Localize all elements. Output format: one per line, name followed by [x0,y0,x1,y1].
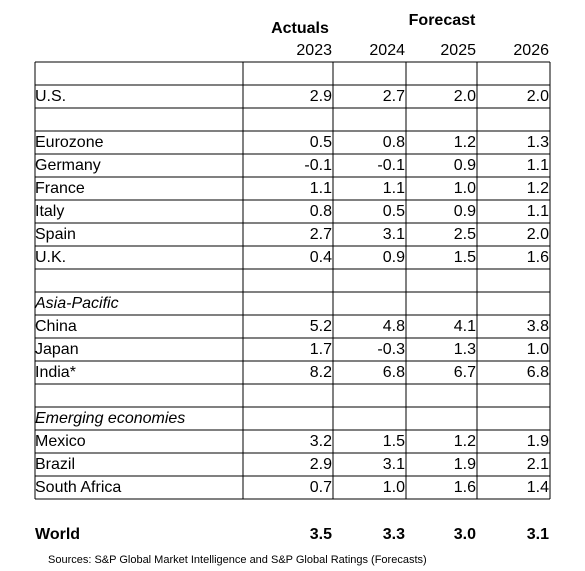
cell-value: 1.3 [454,341,476,358]
cell-value: 1.0 [527,341,549,358]
cell-value: 2.1 [527,456,549,473]
cell-value: 0.9 [454,203,476,220]
cell-value: 0.5 [310,134,332,151]
cell-value: 4.8 [383,318,405,335]
cell-value: 2.0 [527,226,549,243]
cell-value: 3.2 [310,433,332,450]
actuals-header: Actuals [271,20,329,37]
cell-value: 2.7 [310,226,332,243]
year-header: 2023 [296,42,332,59]
row-label: Brazil [35,456,75,473]
total-value: 3.3 [383,526,405,543]
row-label: South Africa [35,479,121,496]
cell-value: 1.2 [527,180,549,197]
row-label: Mexico [35,433,86,450]
row-label: U.K. [35,249,66,266]
cell-value: 4.1 [454,318,476,335]
cell-value: 6.8 [383,364,405,381]
row-label: India* [35,364,76,381]
cell-value: 8.2 [310,364,332,381]
cell-value: 1.5 [454,249,476,266]
cell-value: 1.0 [454,180,476,197]
row-label: Germany [35,157,101,174]
total-label: World [35,526,80,543]
total-value: 3.1 [527,526,549,543]
cell-value: 1.9 [527,433,549,450]
cell-value: 1.5 [383,433,405,450]
cell-value: 0.5 [383,203,405,220]
row-label: Eurozone [35,134,104,151]
cell-value: 1.1 [310,180,332,197]
cell-value: 2.9 [310,456,332,473]
cell-value: -0.1 [304,157,332,174]
cell-value: 1.1 [383,180,405,197]
cell-value: 3.8 [527,318,549,335]
cell-value: 5.2 [310,318,332,335]
row-label: Japan [35,341,79,358]
cell-value: 1.6 [527,249,549,266]
cell-value: 1.9 [454,456,476,473]
row-label: France [35,180,85,197]
cell-value: 1.0 [383,479,405,496]
cell-value: 0.4 [310,249,332,266]
cell-value: 1.1 [527,157,549,174]
total-value: 3.0 [454,526,476,543]
row-label: China [35,318,77,335]
cell-value: 3.1 [383,456,405,473]
cell-value: 2.0 [454,88,476,105]
forecast-header: Forecast [409,12,476,29]
cell-value: 2.0 [527,88,549,105]
section-heading: Asia-Pacific [34,295,119,312]
year-header: 2025 [440,42,476,59]
section-heading: Emerging economies [35,410,185,427]
cell-value: 1.1 [527,203,549,220]
cell-value: 2.5 [454,226,476,243]
cell-value: 3.1 [383,226,405,243]
cell-value: 1.7 [310,341,332,358]
row-label: Spain [35,226,76,243]
cell-value: 2.7 [383,88,405,105]
cell-value: 1.3 [527,134,549,151]
cell-value: 6.7 [454,364,476,381]
source-note: Sources: S&P Global Market Intelligence … [48,554,427,566]
cell-value: -0.3 [377,341,405,358]
year-header: 2024 [369,42,405,59]
cell-value: -0.1 [377,157,405,174]
cell-value: 1.2 [454,134,476,151]
cell-value: 1.2 [454,433,476,450]
cell-value: 6.8 [527,364,549,381]
cell-value: 0.8 [310,203,332,220]
year-header: 2026 [513,42,549,59]
cell-value: 1.4 [527,479,549,496]
cell-value: 0.8 [383,134,405,151]
cell-value: 0.7 [310,479,332,496]
cell-value: 0.9 [383,249,405,266]
total-value: 3.5 [310,526,332,543]
cell-value: 2.9 [310,88,332,105]
cell-value: 1.6 [454,479,476,496]
row-label: U.S. [35,88,66,105]
cell-value: 0.9 [454,157,476,174]
row-label: Italy [35,203,64,220]
